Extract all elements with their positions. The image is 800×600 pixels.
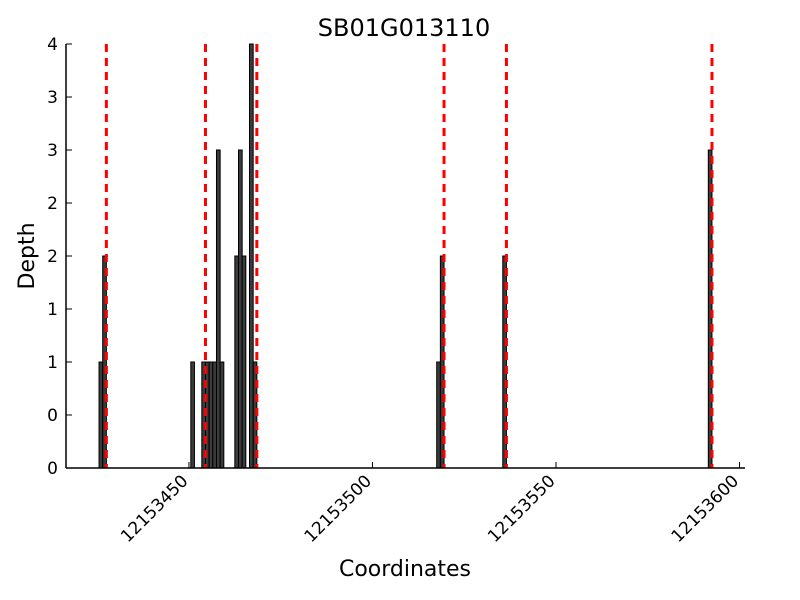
x-tick-label-3: 12153600 xyxy=(668,471,743,546)
bar-7 xyxy=(215,149,221,469)
y-tick-label-3: 1 xyxy=(47,300,58,320)
bar-6 xyxy=(212,361,217,469)
chart-title: SB01G013110 xyxy=(318,14,490,42)
bar-9 xyxy=(234,255,240,469)
bar-11 xyxy=(241,255,247,469)
bar-2 xyxy=(190,361,195,469)
bar-17 xyxy=(707,149,713,469)
y-axis-label: Depth xyxy=(15,222,40,289)
bar-5 xyxy=(208,361,214,469)
bar-12 xyxy=(249,43,254,469)
y-tick-label-5: 2 xyxy=(47,194,58,214)
bar-10 xyxy=(238,149,243,469)
y-tick-label-6: 3 xyxy=(47,141,58,161)
y-tick-label-1: 0 xyxy=(47,406,58,426)
y-tick-label-0: 0 xyxy=(47,459,58,479)
x-tick-label-0: 12153450 xyxy=(117,471,192,546)
axes-layer: 0 0 1 1 2 2 3 3 4 12153450 12153500 12153550 1215360… xyxy=(47,35,745,547)
y-tick-label-7: 3 xyxy=(47,88,58,108)
y-tick-label-2: 1 xyxy=(47,353,58,373)
bar-8 xyxy=(219,361,225,469)
reference-lines-layer xyxy=(104,44,714,468)
x-axis-label: Coordinates xyxy=(339,557,471,582)
bar-0 xyxy=(98,361,104,469)
x-tick-label-1: 12153500 xyxy=(301,471,376,546)
bars-layer xyxy=(98,43,713,469)
x-tick-label-2: 12153550 xyxy=(484,471,559,546)
y-tick-label-8: 4 xyxy=(47,35,58,55)
y-tick-label-4: 2 xyxy=(47,247,58,267)
bar-14 xyxy=(436,361,441,469)
